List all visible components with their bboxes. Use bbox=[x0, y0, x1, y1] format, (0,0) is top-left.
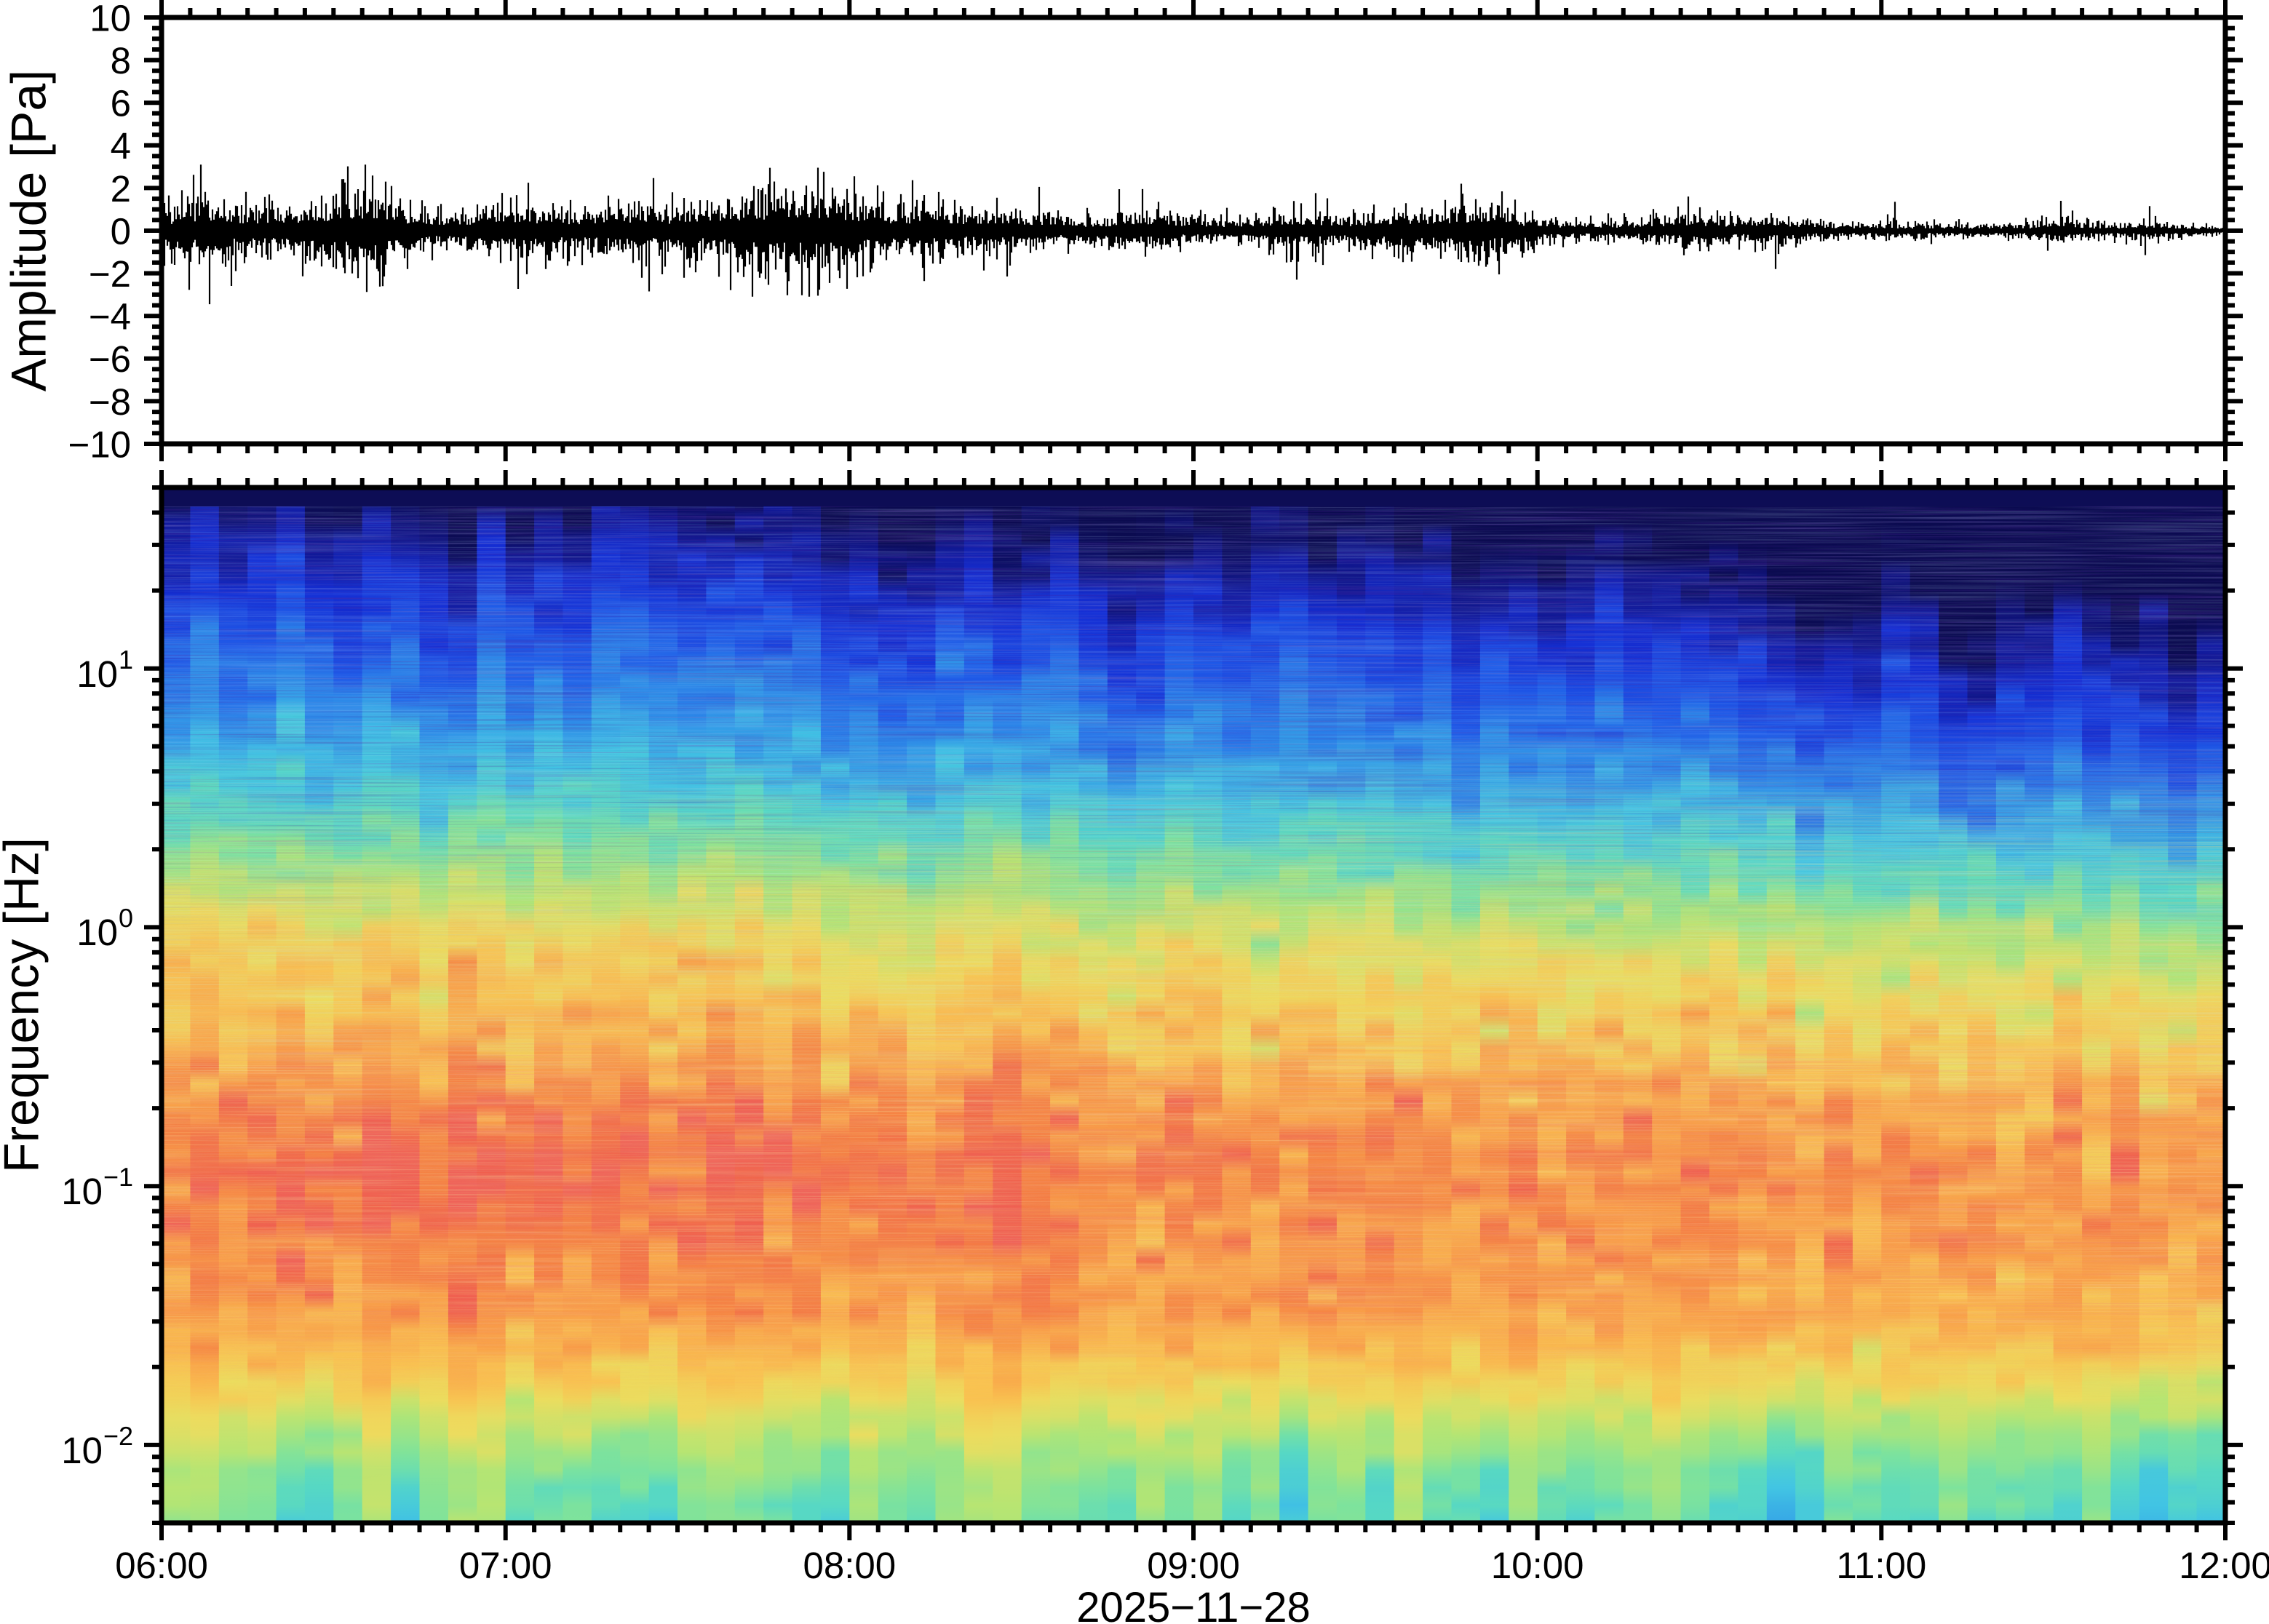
svg-text:10: 10 bbox=[76, 912, 118, 953]
svg-text:−8: −8 bbox=[89, 381, 131, 423]
svg-text:2025−11−28: 2025−11−28 bbox=[1076, 1584, 1311, 1624]
svg-text:−10: −10 bbox=[68, 423, 131, 465]
svg-text:10: 10 bbox=[76, 653, 118, 695]
svg-text:06:00: 06:00 bbox=[115, 1545, 208, 1586]
svg-text:Amplitude [Pa]: Amplitude [Pa] bbox=[1, 70, 57, 391]
svg-text:09:00: 09:00 bbox=[1147, 1545, 1240, 1586]
svg-text:10: 10 bbox=[61, 1430, 103, 1471]
svg-text:−2: −2 bbox=[89, 253, 131, 295]
svg-text:10: 10 bbox=[90, 0, 131, 39]
svg-text:11:00: 11:00 bbox=[1836, 1545, 1926, 1586]
svg-text:6: 6 bbox=[111, 83, 131, 124]
svg-text:12:00: 12:00 bbox=[2179, 1545, 2269, 1586]
svg-text:08:00: 08:00 bbox=[803, 1545, 896, 1586]
svg-text:−4: −4 bbox=[89, 296, 131, 338]
svg-text:10: 10 bbox=[61, 1171, 103, 1212]
svg-text:8: 8 bbox=[111, 40, 131, 81]
svg-text:07:00: 07:00 bbox=[459, 1545, 552, 1586]
svg-text:2: 2 bbox=[111, 168, 131, 210]
svg-text:Frequency [Hz]: Frequency [Hz] bbox=[0, 837, 49, 1173]
svg-text:4: 4 bbox=[111, 125, 131, 167]
svg-text:0: 0 bbox=[111, 210, 131, 252]
svg-text:−6: −6 bbox=[89, 338, 131, 380]
svg-text:10:00: 10:00 bbox=[1491, 1545, 1584, 1586]
